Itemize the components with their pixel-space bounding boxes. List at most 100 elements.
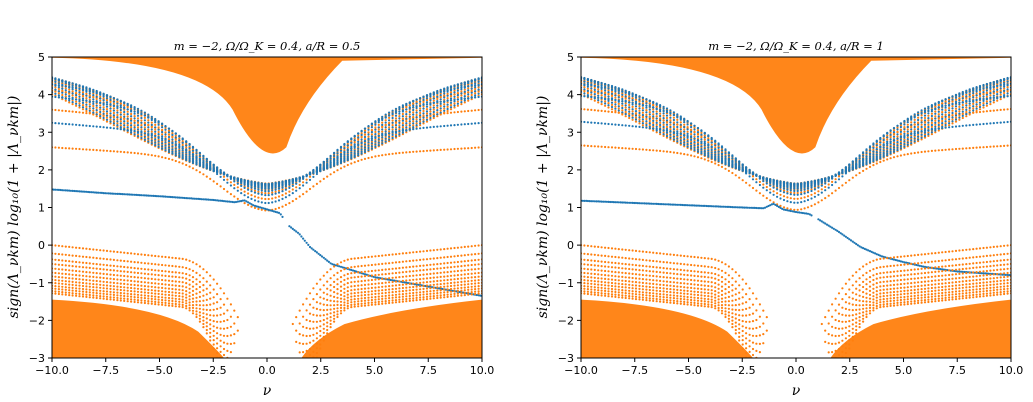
orange-lower-branch-point bbox=[436, 279, 439, 283]
orange-lower-branch-point bbox=[123, 282, 126, 285]
orange-lower-branch-point bbox=[398, 298, 401, 301]
orange-upper-branch-point bbox=[260, 191, 263, 194]
blue-upper-branch-point bbox=[71, 101, 74, 104]
orange-lower-branch-point bbox=[209, 284, 212, 287]
orange-lower-branch-point bbox=[326, 304, 329, 307]
orange-lower-branch-point bbox=[219, 345, 222, 348]
blue-upper-branch-point bbox=[384, 134, 387, 137]
orange-upper-branch-point bbox=[631, 97, 634, 100]
blue-upper-branch-point bbox=[398, 117, 401, 120]
orange-lower-branch-point bbox=[432, 295, 435, 298]
blue-upper-branch-point bbox=[453, 87, 456, 90]
orange-lower-branch-point bbox=[339, 269, 343, 272]
orange-lower-branch-point bbox=[439, 262, 442, 265]
orange-upper-branch-point bbox=[456, 91, 459, 95]
blue-upper-branch-point bbox=[167, 150, 171, 154]
orange-upper-branch-point bbox=[432, 95, 435, 98]
orange-lower-branch-point bbox=[474, 253, 477, 256]
orange-lower-branch-point bbox=[174, 257, 177, 260]
orange-upper-branch-point bbox=[401, 122, 404, 125]
orange-upper-branch-point bbox=[61, 109, 64, 112]
blue-upper-branch-point bbox=[157, 123, 160, 126]
orange-lower-branch-point bbox=[116, 296, 119, 299]
orange-lower-branch-point bbox=[436, 263, 439, 266]
blue-low-branch-point bbox=[267, 208, 270, 211]
orange-upper-branch-point bbox=[412, 111, 415, 114]
orange-upper-branch-point bbox=[243, 202, 246, 205]
orange-upper-branch-point bbox=[460, 147, 463, 150]
orange-lower-branch-point bbox=[161, 298, 164, 302]
orange-upper-branch-point bbox=[181, 143, 184, 147]
orange-lower-branch-point bbox=[64, 268, 67, 271]
blue-upper-branch-point bbox=[291, 184, 294, 187]
orange-lower-branch-point bbox=[105, 258, 109, 261]
orange-lower-branch-point bbox=[388, 253, 391, 256]
blue-upper-branch-point bbox=[167, 127, 171, 130]
orange-upper-branch-point bbox=[665, 116, 669, 120]
blue-upper-branch-point bbox=[240, 184, 243, 187]
orange-upper-branch-point bbox=[655, 149, 658, 152]
orange-upper-branch-point bbox=[394, 126, 398, 129]
orange-upper-branch-point bbox=[758, 180, 762, 183]
orange-lower-branch-point bbox=[350, 301, 353, 304]
orange-lower-branch-point bbox=[157, 303, 160, 306]
orange-lower-branch-point bbox=[460, 280, 463, 283]
blue-low-branch-point bbox=[221, 199, 224, 202]
orange-lower-branch-point bbox=[384, 291, 387, 294]
orange-lower-branch-point bbox=[422, 298, 425, 301]
orange-lower-branch-point bbox=[233, 322, 236, 325]
orange-lower-branch-point bbox=[119, 285, 122, 289]
orange-lower-branch-point bbox=[181, 295, 184, 298]
blue-low-branch-point bbox=[312, 248, 315, 251]
orange-lower-branch-point bbox=[195, 283, 198, 286]
orange-lower-branch-point bbox=[88, 262, 91, 265]
blue-upper-branch-point bbox=[401, 119, 404, 122]
blue-upper-branch-point bbox=[436, 92, 439, 95]
orange-upper-branch-point bbox=[628, 95, 631, 98]
orange-lower-branch-point bbox=[85, 278, 88, 282]
orange-lower-branch-point bbox=[408, 251, 411, 254]
orange-upper-branch-point bbox=[429, 106, 432, 109]
orange-lower-branch-point bbox=[370, 290, 373, 293]
orange-lower-branch-point bbox=[408, 286, 411, 289]
orange-upper-branch-point bbox=[449, 91, 453, 94]
panel-left-x-label: ν bbox=[263, 383, 272, 399]
orange-lower-branch-point bbox=[388, 285, 391, 288]
orange-lower-branch-point bbox=[198, 295, 201, 298]
orange-upper-branch-point bbox=[315, 182, 318, 185]
orange-lower-branch-point bbox=[326, 332, 329, 335]
orange-lower-branch-point bbox=[333, 311, 336, 314]
blue-low-branch-point bbox=[353, 269, 356, 273]
orange-upper-branch-point bbox=[291, 200, 294, 203]
blue-upper-branch-point bbox=[288, 179, 291, 182]
orange-lower-branch-point bbox=[171, 264, 174, 268]
orange-lower-branch-point bbox=[112, 293, 115, 296]
orange-upper-branch-point bbox=[779, 204, 782, 207]
orange-lower-branch-point bbox=[143, 294, 146, 297]
orange-upper-branch-point bbox=[412, 120, 415, 123]
orange-lower-branch-point bbox=[78, 281, 81, 284]
orange-lower-branch-point bbox=[422, 277, 425, 280]
orange-upper-branch-point bbox=[291, 188, 294, 191]
orange-lower-branch-point bbox=[343, 304, 346, 307]
orange-lower-branch-point bbox=[161, 269, 164, 273]
orange-upper-branch-point bbox=[662, 150, 665, 153]
orange-lower-branch-point bbox=[305, 342, 308, 345]
blue-upper-branch-point bbox=[419, 97, 422, 100]
orange-lower-branch-point bbox=[188, 301, 191, 304]
blue-upper-branch-point bbox=[343, 147, 346, 150]
blue-upper-branch-point bbox=[216, 171, 219, 174]
blue-low-branch-point bbox=[248, 202, 251, 205]
blue-upper-branch-point bbox=[467, 122, 470, 126]
orange-lower-branch-point bbox=[85, 271, 88, 274]
orange-lower-branch-point bbox=[405, 260, 408, 263]
orange-lower-branch-point bbox=[126, 283, 129, 286]
orange-lower-branch-point bbox=[216, 332, 219, 335]
orange-lower-branch-point bbox=[195, 303, 198, 306]
orange-lower-branch-point bbox=[319, 339, 322, 342]
orange-lower-branch-point bbox=[429, 249, 432, 252]
blue-upper-branch-point bbox=[126, 117, 129, 120]
orange-upper-branch-point bbox=[388, 133, 391, 137]
blue-upper-branch-point bbox=[381, 128, 384, 131]
orange-upper-branch-point bbox=[308, 175, 312, 178]
